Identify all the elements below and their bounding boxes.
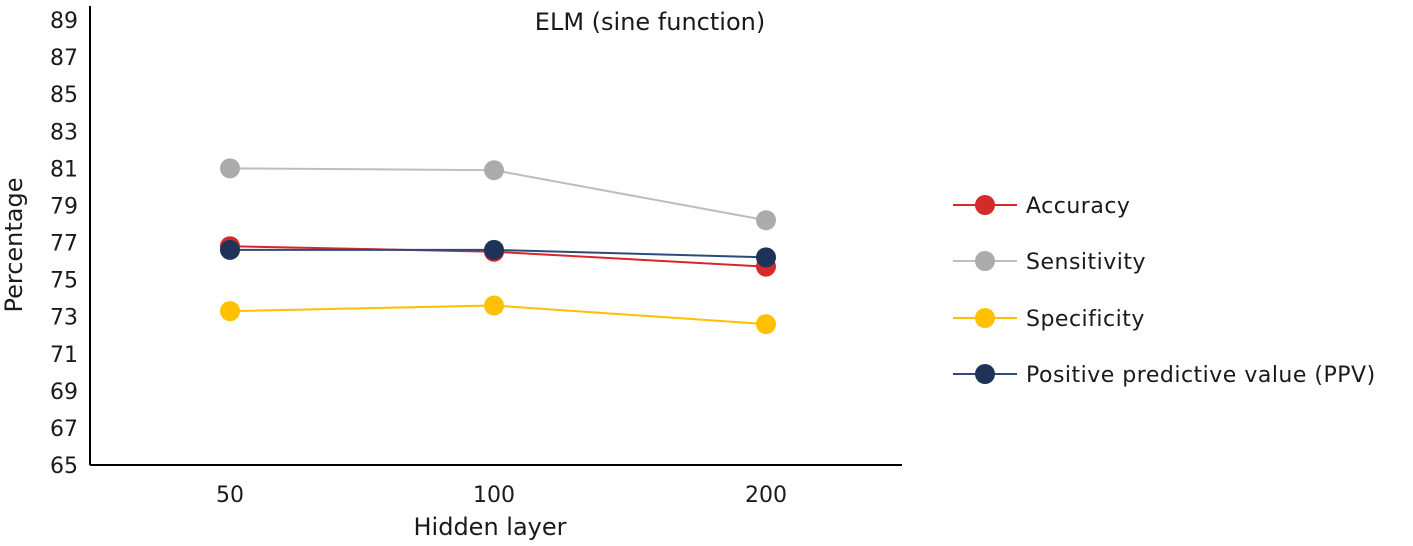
x-axis-title: Hidden layer: [414, 513, 567, 541]
x-tick-label: 200: [745, 483, 787, 508]
legend-label: Positive predictive value (PPV): [1026, 363, 1376, 388]
legend: Accuracy Sensitivity Specificity Positive p…: [953, 194, 1376, 388]
series-2: [220, 295, 776, 335]
legend-marker: [975, 251, 995, 271]
data-point: [484, 295, 504, 316]
legend-marker: [975, 195, 995, 215]
series-1: [220, 158, 776, 231]
data-point: [220, 301, 240, 322]
x-tick-label: 100: [473, 483, 515, 508]
legend-marker: [975, 364, 995, 384]
y-tick-label: 67: [50, 417, 78, 442]
legend-label: Sensitivity: [1026, 250, 1146, 275]
legend-item: Positive predictive value (PPV): [953, 363, 1376, 388]
y-tick-label: 65: [50, 454, 78, 479]
data-point: [220, 158, 240, 179]
y-tick-label: 73: [50, 306, 78, 331]
y-axis-title: Percentage: [0, 177, 28, 312]
legend-item: Specificity: [953, 307, 1145, 332]
x-tick-label: 50: [216, 483, 244, 508]
data-point: [756, 210, 776, 231]
y-tick-label: 75: [50, 269, 78, 294]
legend-marker: [975, 308, 995, 328]
y-tick-label: 69: [50, 380, 78, 405]
data-point: [484, 239, 504, 260]
y-tick-label: 85: [50, 83, 78, 108]
data-point: [756, 247, 776, 268]
legend-label: Specificity: [1026, 307, 1145, 332]
series-layer: [220, 158, 776, 335]
series-3: [220, 239, 776, 268]
legend-label: Accuracy: [1026, 194, 1130, 219]
legend-item: Accuracy: [953, 194, 1130, 219]
y-tick-label: 87: [50, 46, 78, 71]
chart-title: ELM (sine function): [535, 8, 765, 36]
data-point: [220, 239, 240, 260]
x-tick-labels: 50 100 200: [216, 483, 787, 508]
y-tick-labels: 65 67 69 71 73 75 77 79 81 83 85 87 89: [50, 9, 78, 479]
y-tick-label: 81: [50, 157, 78, 182]
y-tick-label: 79: [50, 194, 78, 219]
y-tick-label: 89: [50, 9, 78, 34]
data-point: [484, 160, 504, 181]
data-point: [756, 314, 776, 335]
y-tick-label: 77: [50, 232, 78, 257]
legend-item: Sensitivity: [953, 250, 1146, 275]
y-tick-label: 83: [50, 120, 78, 145]
y-tick-label: 71: [50, 343, 78, 368]
